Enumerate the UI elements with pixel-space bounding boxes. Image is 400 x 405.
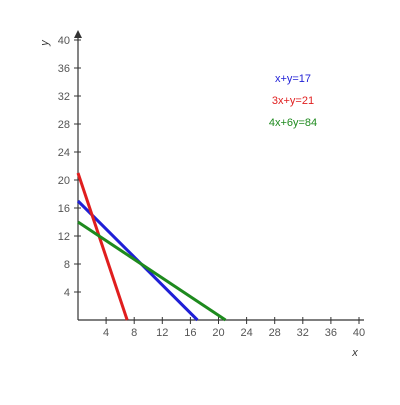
- y-tick-label: 12: [58, 231, 70, 243]
- legend-entry-2: 3x+y=21: [272, 95, 314, 107]
- x-tick-label: 8: [131, 327, 137, 339]
- y-tick-label: 4: [64, 287, 70, 299]
- x-tick-label: 36: [325, 327, 337, 339]
- series-line-3: [77, 220, 227, 322]
- y-tick-label: 20: [58, 175, 70, 187]
- x-tick-label: 24: [240, 327, 252, 339]
- y-tick-label: 32: [58, 91, 70, 103]
- y-tick-label: 40: [58, 35, 70, 47]
- x-tick-label: 40: [353, 327, 365, 339]
- y-tick-label: 16: [58, 203, 70, 215]
- y-tick-label: 24: [58, 147, 70, 159]
- y-tick-label: 28: [58, 119, 70, 131]
- y-tick-label: 8: [64, 259, 70, 271]
- x-tick-label: 4: [103, 327, 109, 339]
- series-lines: [76, 172, 227, 322]
- y-axis-arrow: [74, 30, 82, 38]
- x-tick-label: 28: [269, 327, 281, 339]
- series-line-2: [76, 172, 129, 321]
- y-axis-title: y: [39, 39, 51, 47]
- axes: 4 8 12 16 20 24 28 32 36 40 4 8 12 16 20 24 28 32 36 40 x y: [39, 30, 365, 359]
- y-tick-label: 36: [58, 63, 70, 75]
- x-tick-label: 20: [212, 327, 224, 339]
- x-axis-title: x: [351, 347, 358, 359]
- x-tick-label: 16: [184, 327, 196, 339]
- legend-entry-1: x+y=17: [275, 73, 311, 85]
- legend-entry-3: 4x+6y=84: [269, 117, 317, 129]
- x-tick-label: 12: [156, 327, 168, 339]
- legend: x+y=17 3x+y=21 4x+6y=84: [269, 73, 317, 129]
- x-tick-label: 32: [297, 327, 309, 339]
